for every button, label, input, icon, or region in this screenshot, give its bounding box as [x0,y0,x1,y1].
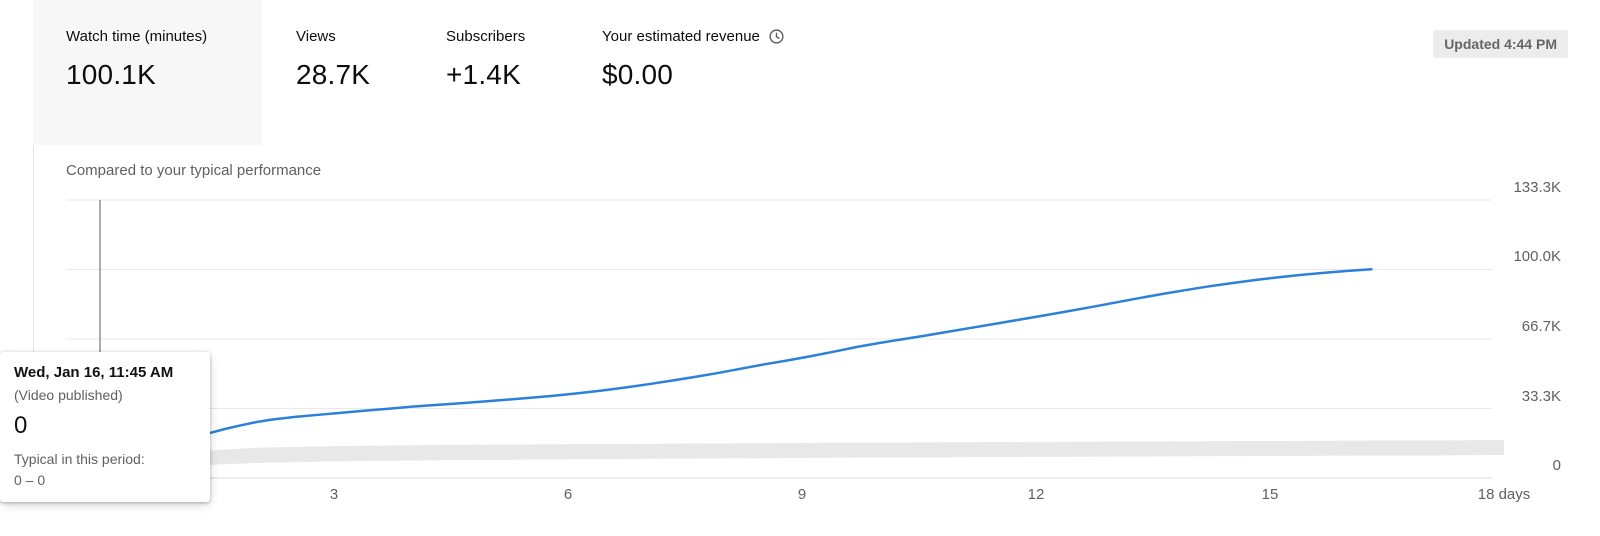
typical-performance-band [107,440,1504,476]
metric-tab-value: $0.00 [602,59,674,90]
metric-tab-label: Subscribers [446,28,526,45]
metric-tab-label: Your estimated revenue [602,28,760,45]
compare-performance-label: Compared to your typical performance [66,162,322,179]
metric-tab-subscribers[interactable]: Subscribers +1.4K [446,28,525,91]
tooltip-typical-range: 0 – 0 [14,472,46,488]
metric-tab-watch-time[interactable]: Watch time (minutes) 100.1K [66,28,207,91]
updated-timestamp-badge: Updated 4:44 PM [1433,30,1568,58]
metric-tab-label: Views [296,28,336,45]
metric-tab-views[interactable]: Views 28.7K [296,28,370,91]
tooltip-value: 0 [14,412,28,439]
tooltip-date: Wed, Jan 16, 11:45 AM [14,364,174,381]
watch-time-line [106,267,1373,477]
tooltip-note: (Video published) [14,387,123,403]
metric-tab-value: 100.1K [66,59,156,90]
chart-tooltip: Wed, Jan 16, 11:45 AM (Video published) … [0,352,210,502]
clock-icon[interactable] [768,28,785,45]
metric-tab-value: +1.4K [446,59,521,90]
selected-tab-highlight [33,0,262,145]
tooltip-typical-label: Typical in this period: [14,451,145,467]
left-divider [33,0,34,352]
metric-tab-revenue[interactable]: Your estimated revenue $0.00 [602,28,785,91]
metric-tab-label: Watch time (minutes) [66,28,208,45]
metric-tab-value: 28.7K [296,59,371,90]
